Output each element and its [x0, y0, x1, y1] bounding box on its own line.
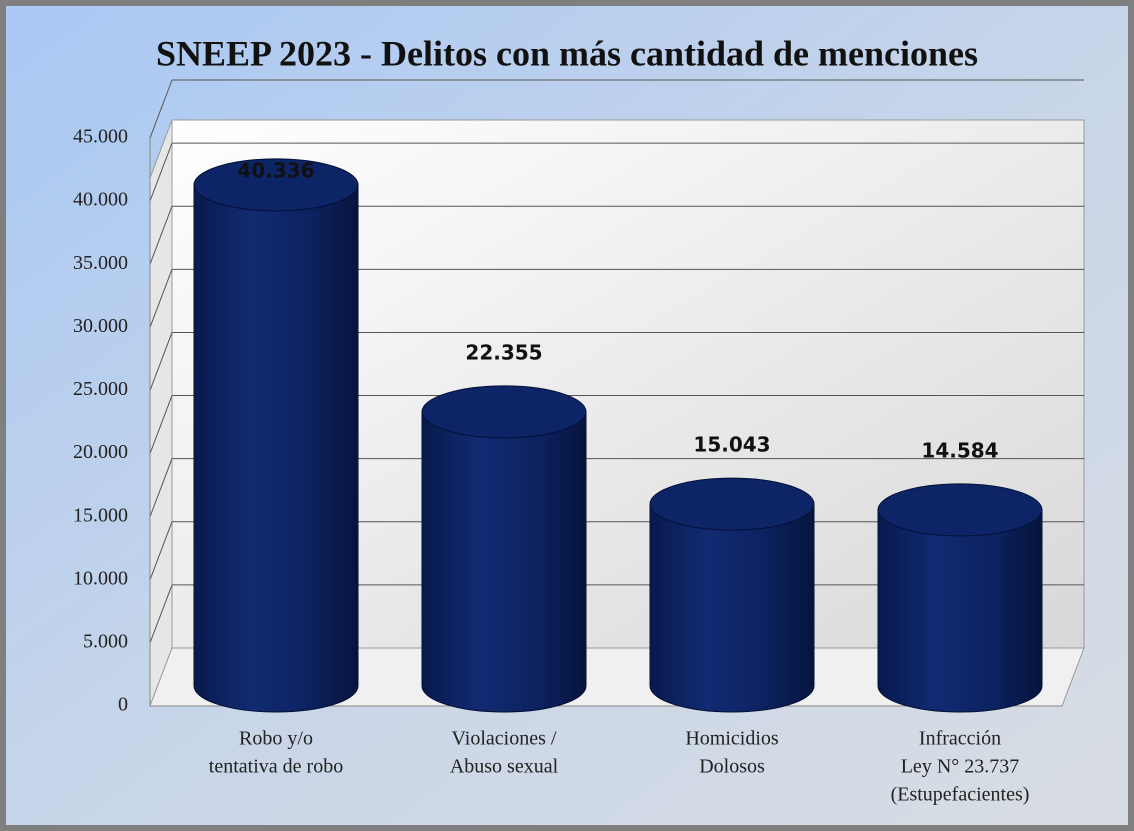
- grid-line: [149, 332, 173, 391]
- x-tick-label: Dolosos: [699, 756, 765, 778]
- grid-line: [149, 584, 173, 644]
- x-tick-label: Robo y/o: [239, 728, 313, 750]
- y-tick-label: 40.000: [73, 189, 128, 211]
- y-tick-label: 10.000: [73, 567, 128, 589]
- x-tick-label: Infracción: [919, 728, 1001, 750]
- x-tick-label: Violaciones /: [452, 728, 557, 750]
- bar: [193, 184, 359, 713]
- value-label: 14.584: [921, 438, 998, 462]
- value-label: 22.355: [465, 340, 542, 364]
- grid-line: [149, 79, 173, 139]
- bar-top: [421, 385, 587, 439]
- y-tick-label: 15.000: [73, 504, 128, 526]
- grid-line: [149, 142, 173, 202]
- value-label: 15.043: [693, 433, 770, 457]
- grid-line: [149, 395, 173, 454]
- bar-top: [877, 483, 1043, 537]
- x-tick-label: (Estupefacientes): [891, 784, 1030, 806]
- bar-top: [649, 477, 815, 531]
- bar: [421, 411, 587, 713]
- y-tick-label: 35.000: [73, 252, 128, 274]
- side-wall: [149, 119, 173, 707]
- y-tick-label: 30.000: [73, 315, 128, 337]
- x-tick-label: Ley N° 23.737: [901, 756, 1020, 778]
- y-tick-label: 20.000: [73, 441, 128, 463]
- y-tick-label: 5.000: [83, 630, 128, 652]
- bar: [649, 503, 815, 713]
- x-tick-label: tentativa de robo: [209, 756, 343, 778]
- y-tick-label: 45.000: [73, 126, 128, 148]
- chart-title: SNEEP 2023 - Delitos con más cantidad de…: [156, 33, 978, 73]
- y-tick-label: 0: [118, 694, 128, 716]
- grid-line: [149, 269, 173, 328]
- grid-line: [149, 521, 173, 580]
- grid-line: [149, 458, 173, 517]
- y-tick-label: 25.000: [73, 378, 128, 400]
- x-tick-label: Homicidios: [685, 728, 779, 750]
- value-label: 40.336: [237, 159, 314, 183]
- bar: [877, 509, 1043, 713]
- x-tick-label: Abuso sexual: [450, 756, 559, 778]
- grid-line: [149, 206, 173, 265]
- bar-top: [193, 158, 359, 212]
